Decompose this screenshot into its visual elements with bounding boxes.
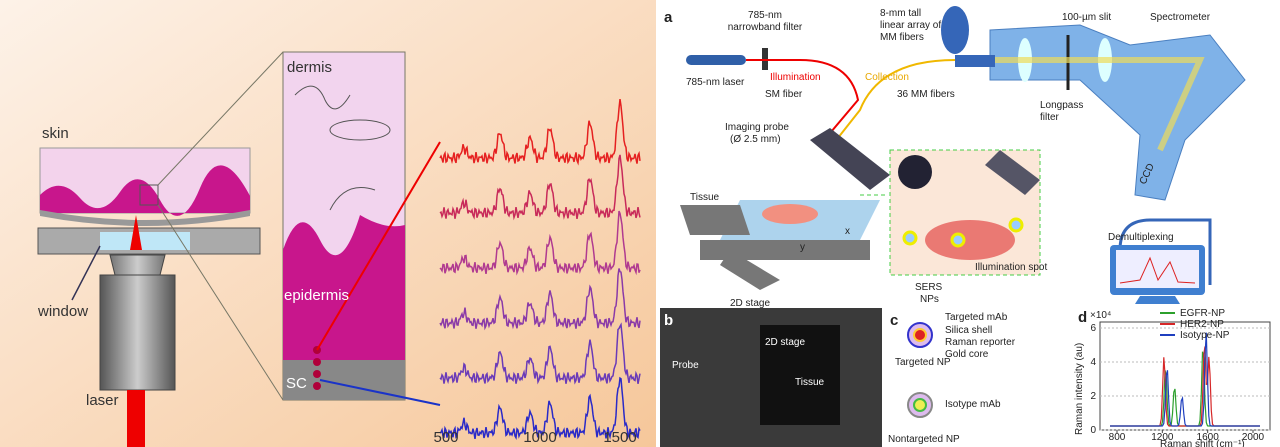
label: 1200 [1151,432,1174,443]
label: epidermis [284,287,349,304]
tick-label: 1000 [523,429,556,446]
label: filter [1040,112,1060,123]
label: dermis [287,59,332,76]
label: Tissue [795,377,825,388]
figure: skin window laser dermis epidermis SC 50… [0,0,1280,447]
label: ×10⁴ [1090,310,1111,321]
label: 785-nm laser [686,77,745,88]
label: 2 [1090,391,1096,402]
label: 1600 [1197,432,1220,443]
label: a [664,9,673,26]
label: 4 [1090,357,1096,368]
label: b [664,312,673,329]
label: 100-µm slit [1062,12,1111,23]
label: 785-nm [748,10,782,21]
label: skin [42,125,69,142]
label: Demultiplexing [1108,232,1174,243]
label: laser [86,392,119,409]
label: Illumination [770,72,821,83]
label: Isotype mAb [945,399,1001,410]
label: Targeted NP [895,357,951,368]
label: window [37,303,88,320]
tick-label: 500 [433,429,458,446]
label: EGFR-NP [1180,308,1225,319]
label: linear array of [880,20,941,31]
label: Nontargeted NP [888,434,960,445]
label: NPs [920,294,939,305]
label: Illumination spot [975,262,1047,273]
label: 36 MM fibers [897,89,955,100]
label: Raman intensity (au) [1074,343,1085,435]
label: c [890,312,898,329]
label: Gold core [945,349,989,360]
label: 2D stage [765,337,805,348]
label: 8-mm tall [880,8,921,19]
label: Silica shell [945,325,992,336]
label: 2D stage [730,298,770,309]
label: Isotype-NP [1180,330,1230,341]
label: d [1078,309,1087,326]
label: narrowband filter [728,22,803,33]
label: SC [286,375,307,392]
label: 0 [1090,425,1096,436]
label: Raman reporter [945,337,1016,348]
label: Collection [865,72,909,83]
label: Probe [672,360,699,371]
label: (Ø 2.5 mm) [730,134,781,145]
label: SM fiber [765,89,803,100]
label: x [845,226,850,237]
label: HER2-NP [1180,319,1224,330]
label: MM fibers [880,32,924,43]
label: 800 [1109,432,1126,443]
label: Imaging probe [725,122,789,133]
label: Longpass [1040,100,1083,111]
label: y [800,242,805,253]
label: Spectrometer [1150,12,1211,23]
label: Targeted mAb [945,312,1008,323]
label: Tissue [690,192,720,203]
label: 6 [1090,323,1096,334]
tick-label: 1500 [603,429,636,446]
label: SERS [915,282,943,293]
label: 2000 [1242,432,1265,443]
